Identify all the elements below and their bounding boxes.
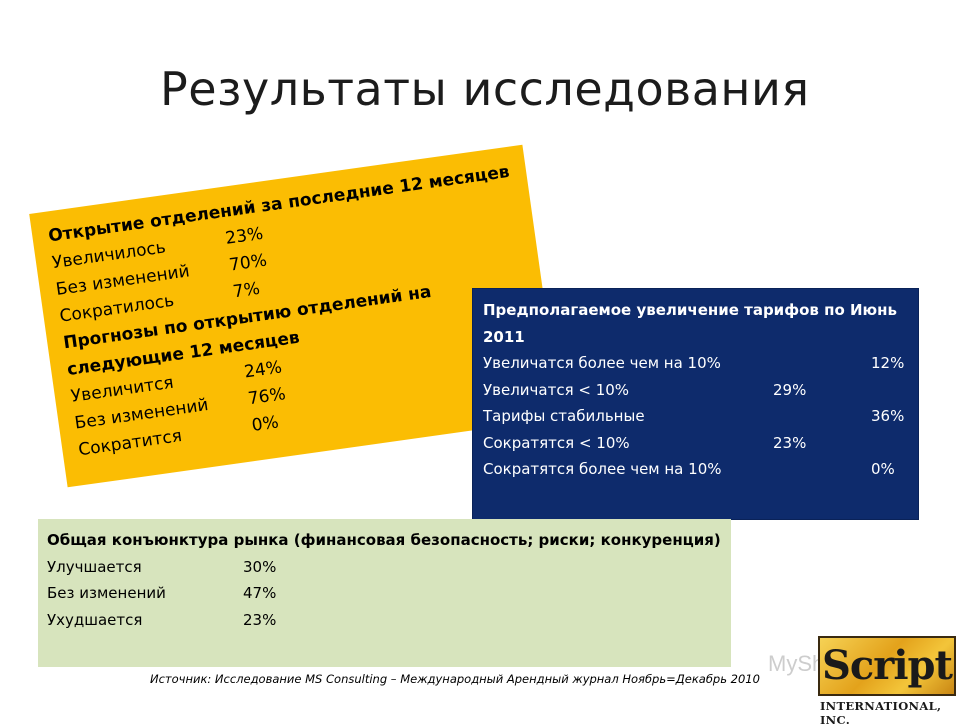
logo-subtitle: INTERNATIONAL, INC. bbox=[820, 699, 942, 727]
row-label: Ухудшается bbox=[47, 610, 143, 629]
list-item: Ухудшается 23% bbox=[47, 607, 722, 634]
row-label: Сократятся < 10% bbox=[483, 433, 630, 452]
page-title: Результаты исследования bbox=[160, 62, 810, 116]
market-conditions-header: Общая конъюнктура рынка (финансовая безо… bbox=[47, 531, 721, 549]
market-conditions-box: Общая конъюнктура рынка (финансовая безо… bbox=[38, 519, 731, 667]
list-item: Сократятся < 10% 23% bbox=[483, 430, 908, 457]
row-label: Тарифы стабильные bbox=[483, 407, 645, 425]
list-item: Без изменений 47% bbox=[47, 580, 722, 607]
list-item: Увеличатся < 10% 29% bbox=[483, 377, 908, 404]
row-value: 76% bbox=[246, 384, 287, 410]
row-value: 0% bbox=[871, 460, 895, 478]
row-value: 12% bbox=[871, 354, 905, 372]
row-value: 30% bbox=[243, 557, 277, 576]
list-item: Увеличатся более чем на 10% 12% bbox=[483, 350, 908, 377]
list-item: Тарифы стабильные 36% bbox=[483, 403, 908, 430]
row-value: 70% bbox=[227, 250, 269, 276]
company-logo: Script bbox=[818, 636, 956, 696]
row-value: 23% bbox=[243, 610, 277, 629]
list-item: Улучшается 30% bbox=[47, 554, 722, 581]
list-item: Сократятся более чем на 10% 0% bbox=[483, 456, 908, 483]
row-value: 47% bbox=[243, 584, 277, 602]
row-value: 23% bbox=[773, 433, 807, 452]
row-label: Увеличатся более чем на 10% bbox=[483, 354, 721, 372]
logo-wordmark: Script bbox=[822, 642, 953, 689]
row-value: 7% bbox=[231, 278, 262, 303]
row-label: Сократятся более чем на 10% bbox=[483, 460, 722, 478]
source-note: Источник: Исследование MS Consulting – М… bbox=[150, 672, 760, 686]
row-label: Улучшается bbox=[47, 557, 142, 576]
tariff-forecast-header: Предполагаемое увеличение тарифов по Июн… bbox=[483, 301, 897, 346]
tariff-forecast-box: Предполагаемое увеличение тарифов по Июн… bbox=[472, 288, 919, 520]
row-value: 0% bbox=[250, 412, 281, 436]
row-label: Без изменений bbox=[47, 584, 166, 602]
row-value: 36% bbox=[871, 407, 905, 425]
row-value: 29% bbox=[773, 380, 807, 399]
row-label: Увеличатся < 10% bbox=[483, 380, 630, 399]
